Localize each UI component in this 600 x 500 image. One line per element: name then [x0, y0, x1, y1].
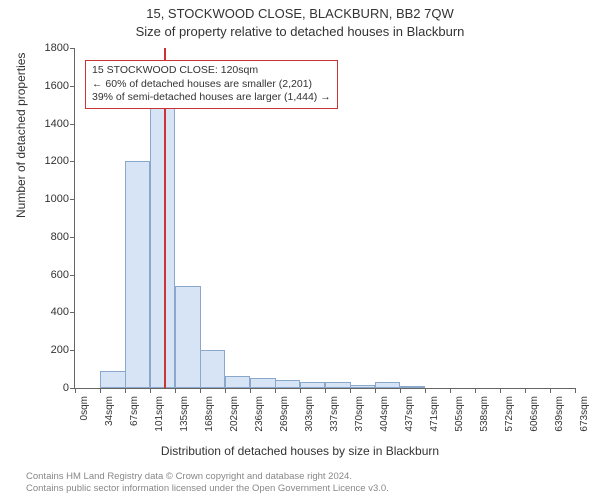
x-tick-label: 236sqm	[254, 396, 265, 432]
x-tick-mark	[575, 388, 576, 393]
x-tick-label: 370sqm	[354, 396, 365, 432]
attribution-text: Contains HM Land Registry data © Crown c…	[26, 471, 389, 494]
x-tick-mark	[525, 388, 526, 393]
chart-area: 0200400600800100012001400160018000sqm34s…	[74, 48, 575, 389]
x-tick-mark	[325, 388, 326, 393]
x-tick-label: 135sqm	[179, 396, 190, 432]
histogram-bar	[375, 382, 400, 388]
x-tick-label: 168sqm	[204, 396, 215, 432]
x-tick-label: 337sqm	[329, 396, 340, 432]
legend-line: 15 STOCKWOOD CLOSE: 120sqm	[92, 64, 331, 78]
y-tick-label: 1600	[37, 80, 69, 92]
x-tick-mark	[300, 388, 301, 393]
x-tick-label: 538sqm	[479, 396, 490, 432]
y-tick-mark	[70, 312, 75, 313]
histogram-bar	[100, 371, 125, 388]
x-tick-mark	[350, 388, 351, 393]
histogram-bar	[175, 286, 200, 388]
x-tick-mark	[450, 388, 451, 393]
histogram-bar	[225, 376, 250, 388]
x-tick-label: 505sqm	[454, 396, 465, 432]
x-tick-mark	[425, 388, 426, 393]
histogram-bar	[200, 350, 225, 388]
histogram-bar	[150, 108, 175, 388]
y-axis-label: Number of detached properties	[14, 53, 28, 218]
y-tick-label: 0	[37, 382, 69, 394]
x-tick-label: 404sqm	[379, 396, 390, 432]
y-tick-mark	[70, 350, 75, 351]
y-tick-label: 1400	[37, 118, 69, 130]
x-tick-label: 0sqm	[79, 396, 90, 420]
histogram-bar	[300, 382, 325, 388]
y-tick-label: 400	[37, 306, 69, 318]
attribution-line: Contains public sector information licen…	[26, 483, 389, 494]
x-tick-mark	[75, 388, 76, 393]
y-tick-label: 1000	[37, 193, 69, 205]
histogram-bar	[400, 386, 425, 388]
x-tick-label: 673sqm	[579, 396, 590, 432]
x-tick-mark	[500, 388, 501, 393]
histogram-bar	[325, 382, 350, 388]
x-tick-mark	[400, 388, 401, 393]
histogram-bar	[275, 380, 300, 389]
histogram-bar	[125, 161, 150, 388]
x-tick-label: 34sqm	[104, 396, 115, 426]
histogram-bar	[250, 378, 275, 388]
histogram-bar	[350, 385, 375, 388]
x-tick-label: 471sqm	[429, 396, 440, 432]
y-tick-label: 800	[37, 231, 69, 243]
y-tick-mark	[70, 237, 75, 238]
x-tick-mark	[250, 388, 251, 393]
x-axis-label: Distribution of detached houses by size …	[0, 444, 600, 458]
x-tick-mark	[275, 388, 276, 393]
y-tick-mark	[70, 48, 75, 49]
x-tick-label: 639sqm	[554, 396, 565, 432]
x-tick-mark	[175, 388, 176, 393]
y-tick-label: 200	[37, 344, 69, 356]
y-tick-mark	[70, 124, 75, 125]
x-tick-label: 269sqm	[279, 396, 290, 432]
x-tick-label: 101sqm	[154, 396, 165, 432]
x-tick-label: 202sqm	[229, 396, 240, 432]
y-tick-label: 600	[37, 269, 69, 281]
x-tick-label: 303sqm	[304, 396, 315, 432]
x-tick-mark	[150, 388, 151, 393]
legend-box: 15 STOCKWOOD CLOSE: 120sqm← 60% of detac…	[85, 60, 338, 109]
x-tick-mark	[100, 388, 101, 393]
x-tick-label: 572sqm	[504, 396, 515, 432]
y-tick-mark	[70, 86, 75, 87]
x-tick-label: 606sqm	[529, 396, 540, 432]
x-tick-mark	[200, 388, 201, 393]
y-tick-mark	[70, 161, 75, 162]
x-tick-label: 437sqm	[404, 396, 415, 432]
x-tick-label: 67sqm	[129, 396, 140, 426]
y-tick-mark	[70, 275, 75, 276]
x-tick-mark	[550, 388, 551, 393]
x-tick-mark	[225, 388, 226, 393]
legend-line: 39% of semi-detached houses are larger (…	[92, 91, 331, 105]
y-tick-label: 1200	[37, 155, 69, 167]
y-tick-mark	[70, 199, 75, 200]
y-tick-label: 1800	[37, 42, 69, 54]
chart-subtitle: Size of property relative to detached ho…	[0, 24, 600, 39]
page-title: 15, STOCKWOOD CLOSE, BLACKBURN, BB2 7QW	[0, 6, 600, 21]
x-tick-mark	[475, 388, 476, 393]
legend-line: ← 60% of detached houses are smaller (2,…	[92, 78, 331, 92]
attribution-line: Contains HM Land Registry data © Crown c…	[26, 471, 389, 482]
x-tick-mark	[125, 388, 126, 393]
x-tick-mark	[375, 388, 376, 393]
